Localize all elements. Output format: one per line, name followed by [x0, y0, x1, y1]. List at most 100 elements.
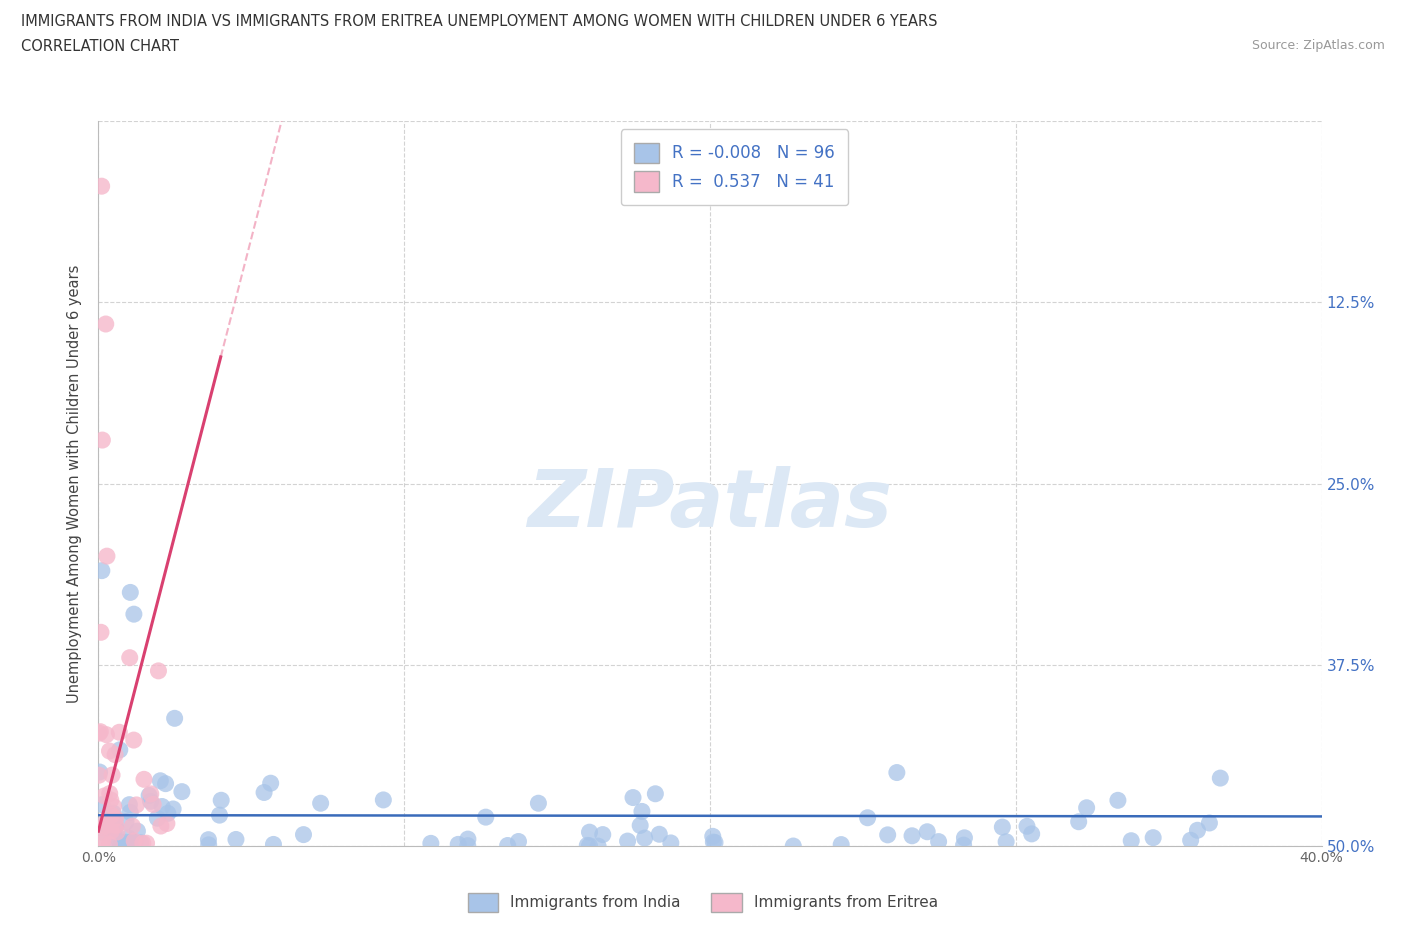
Point	[508, 834, 530, 849]
Point	[901, 829, 924, 844]
Point	[1180, 833, 1202, 848]
Point	[208, 808, 231, 823]
Point	[108, 834, 131, 849]
Point	[117, 830, 139, 845]
Point	[135, 836, 157, 851]
Point	[856, 810, 879, 825]
Point	[120, 585, 142, 600]
Point	[149, 818, 172, 833]
Point	[138, 788, 160, 803]
Text: CORRELATION CHART: CORRELATION CHART	[21, 39, 179, 54]
Point	[98, 744, 121, 759]
Point	[146, 811, 169, 826]
Point	[94, 316, 117, 331]
Point	[876, 828, 898, 843]
Point	[104, 818, 127, 833]
Point	[89, 764, 111, 779]
Point	[586, 839, 609, 854]
Point	[122, 606, 145, 621]
Text: IMMIGRANTS FROM INDIA VS IMMIGRANTS FROM ERITREA UNEMPLOYMENT AMONG WOMEN WITH C: IMMIGRANTS FROM INDIA VS IMMIGRANTS FROM…	[21, 14, 938, 29]
Point	[101, 815, 124, 830]
Point	[631, 804, 654, 818]
Point	[94, 818, 117, 833]
Point	[628, 818, 651, 833]
Point	[991, 819, 1014, 834]
Point	[121, 834, 143, 849]
Point	[1142, 830, 1164, 845]
Point	[100, 792, 122, 807]
Point	[96, 727, 118, 742]
Point	[995, 834, 1018, 849]
Legend: Immigrants from India, Immigrants from Eritrea: Immigrants from India, Immigrants from E…	[461, 887, 945, 918]
Point	[1021, 827, 1043, 842]
Point	[576, 838, 599, 853]
Point	[115, 815, 138, 830]
Point	[457, 831, 479, 846]
Point	[120, 804, 142, 819]
Point	[1067, 815, 1090, 830]
Point	[90, 836, 112, 851]
Point	[108, 742, 131, 757]
Point	[419, 836, 441, 851]
Point	[91, 797, 114, 812]
Point	[156, 817, 179, 831]
Point	[91, 832, 114, 847]
Point	[118, 650, 141, 665]
Point	[121, 818, 143, 833]
Point	[263, 837, 285, 852]
Point	[90, 825, 112, 840]
Point	[100, 808, 122, 823]
Point	[132, 836, 155, 851]
Point	[87, 768, 110, 783]
Point	[96, 549, 118, 564]
Point	[94, 817, 117, 831]
Point	[702, 829, 724, 844]
Point	[648, 827, 671, 842]
Point	[915, 824, 938, 839]
Point	[114, 835, 136, 850]
Point	[197, 832, 219, 847]
Point	[150, 799, 173, 814]
Point	[117, 838, 139, 853]
Point	[142, 797, 165, 812]
Point	[104, 747, 127, 762]
Point	[170, 784, 193, 799]
Point	[163, 711, 186, 725]
Point	[496, 838, 519, 853]
Y-axis label: Unemployment Among Women with Children Under 6 years: Unemployment Among Women with Children U…	[67, 264, 83, 703]
Point	[90, 179, 112, 193]
Point	[93, 789, 115, 804]
Text: Source: ZipAtlas.com: Source: ZipAtlas.com	[1251, 39, 1385, 52]
Point	[139, 787, 162, 802]
Point	[260, 776, 283, 790]
Point	[108, 724, 131, 739]
Point	[118, 797, 141, 812]
Point	[122, 833, 145, 848]
Point	[156, 806, 179, 821]
Point	[132, 772, 155, 787]
Point	[309, 796, 332, 811]
Text: ZIPatlas: ZIPatlas	[527, 466, 893, 544]
Point	[373, 792, 395, 807]
Point	[197, 837, 219, 852]
Point	[447, 837, 470, 852]
Point	[253, 785, 276, 800]
Point	[104, 833, 127, 848]
Point	[704, 835, 727, 850]
Point	[702, 834, 724, 849]
Point	[124, 835, 146, 850]
Point	[1121, 833, 1143, 848]
Point	[125, 798, 148, 813]
Point	[830, 837, 852, 852]
Point	[634, 830, 657, 845]
Point	[103, 805, 125, 820]
Point	[89, 725, 111, 740]
Point	[91, 820, 114, 835]
Point	[578, 838, 600, 853]
Point	[98, 786, 121, 801]
Point	[98, 818, 121, 833]
Point	[149, 774, 172, 789]
Point	[1076, 801, 1098, 816]
Point	[105, 825, 128, 840]
Point	[592, 827, 614, 842]
